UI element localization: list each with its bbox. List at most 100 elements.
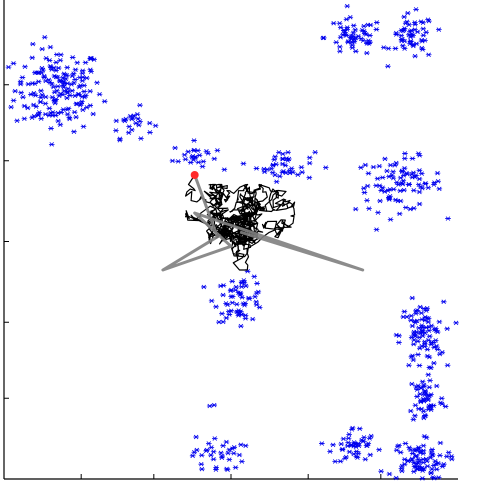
cluster-point [12, 88, 18, 94]
cluster-point [439, 350, 446, 355]
cluster-point [41, 75, 48, 80]
cluster-point [330, 20, 337, 26]
cluster-point [422, 413, 428, 418]
cluster-point [237, 291, 243, 296]
cluster-point [10, 61, 17, 66]
cluster-point [272, 154, 278, 160]
cluster-point [42, 101, 49, 106]
cluster-point [322, 165, 329, 170]
cluster-point [29, 81, 36, 86]
cluster-point [375, 210, 381, 215]
cluster-point [433, 461, 440, 467]
cluster-point [351, 440, 357, 445]
cluster-point [81, 89, 87, 94]
cluster-point [424, 463, 431, 469]
cluster-point [413, 453, 420, 458]
cluster-point [424, 305, 431, 311]
cluster-point [87, 56, 94, 61]
connector-path [161, 174, 365, 272]
cluster-point [390, 169, 396, 174]
cluster-point [30, 41, 36, 47]
cluster-point [412, 320, 419, 325]
cluster-point [242, 301, 248, 306]
cluster-point [406, 362, 412, 368]
cluster-point [333, 40, 340, 45]
cluster-point [199, 466, 205, 472]
cluster-point [417, 466, 423, 472]
cluster-point [239, 295, 245, 300]
cluster-point [287, 170, 293, 176]
cluster-point [428, 392, 434, 397]
cluster-point [396, 211, 403, 217]
cluster-point [425, 52, 432, 58]
cluster-point [20, 94, 26, 100]
cluster-point [319, 441, 325, 446]
cluster-point [442, 404, 449, 409]
cluster-point [411, 469, 417, 474]
cluster-point [406, 445, 413, 450]
cluster-point [424, 395, 431, 401]
cluster-point [332, 459, 338, 464]
cluster-point [394, 180, 400, 185]
cluster-point [408, 354, 415, 360]
cluster-point [397, 175, 404, 181]
cluster-point [347, 14, 354, 20]
cluster-point [71, 109, 78, 115]
cluster-point [79, 78, 86, 84]
cluster-point [52, 113, 59, 118]
cluster-point [402, 156, 408, 161]
cluster-point [327, 449, 333, 454]
cluster-point [62, 72, 69, 78]
cluster-point [409, 381, 415, 387]
cluster-point [341, 28, 347, 33]
cluster-point [203, 448, 210, 454]
cluster-point [242, 443, 249, 448]
cluster-point [418, 310, 425, 316]
cluster-point [378, 469, 384, 474]
cluster-point [220, 292, 226, 298]
cluster-point [337, 459, 344, 464]
cluster-point [79, 99, 85, 104]
cluster-point [55, 84, 61, 89]
cluster-point [39, 65, 45, 71]
cluster-point [64, 90, 71, 96]
cluster-point [60, 83, 66, 88]
cluster-point [429, 452, 436, 458]
cluster-point [431, 360, 437, 366]
cluster-point [401, 187, 407, 193]
cluster-point [349, 425, 356, 431]
cluster-point [343, 33, 350, 38]
cluster-point [422, 314, 429, 320]
cluster-point [64, 65, 70, 70]
cluster-point [70, 71, 77, 76]
cluster-point [253, 302, 260, 308]
cluster-point [393, 447, 400, 453]
cluster-point [401, 165, 408, 171]
cluster-point [135, 116, 141, 121]
cluster-point [350, 30, 357, 36]
cluster-point [175, 159, 181, 164]
cluster-point [426, 365, 433, 370]
cluster-point [433, 383, 440, 389]
cluster-point [386, 197, 393, 202]
cluster-point [428, 470, 435, 476]
cluster-point [374, 176, 381, 181]
cluster-point [182, 157, 189, 162]
cluster-point [253, 166, 260, 171]
cluster-point [426, 333, 433, 339]
cluster-point [420, 443, 427, 448]
cluster-point [227, 288, 234, 294]
cluster-point [392, 197, 399, 203]
cluster-point [47, 80, 53, 85]
cluster-point [373, 27, 380, 32]
cluster-point [236, 452, 243, 458]
cluster-point [299, 169, 305, 175]
cluster-point [87, 88, 93, 94]
cluster-point [399, 169, 405, 174]
cluster-point [385, 46, 392, 51]
cluster-point [404, 10, 411, 16]
cluster-point [219, 455, 225, 460]
cluster-point [361, 190, 368, 195]
cluster-point [320, 35, 326, 41]
cluster-point [409, 156, 416, 161]
